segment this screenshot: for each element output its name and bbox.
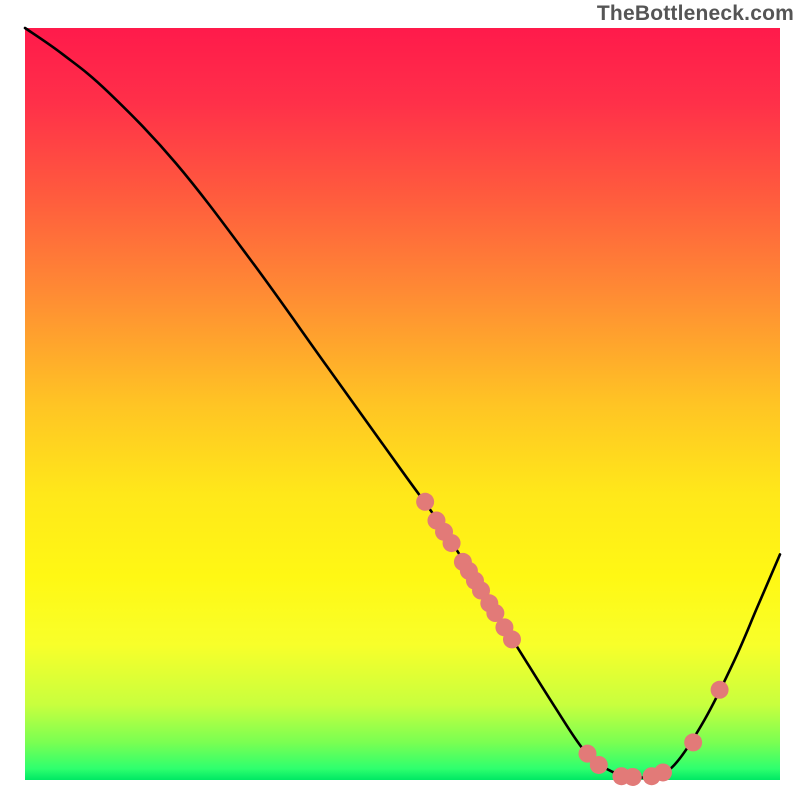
data-marker: [416, 493, 434, 511]
data-marker: [590, 756, 608, 774]
chart-overlay: [0, 0, 800, 800]
bottleneck-curve: [25, 28, 780, 778]
data-marker: [711, 681, 729, 699]
data-marker: [503, 630, 521, 648]
data-marker: [624, 768, 642, 786]
bottleneck-chart: TheBottleneck.com: [0, 0, 800, 800]
data-marker: [654, 763, 672, 781]
data-markers: [416, 493, 728, 786]
watermark-label: TheBottleneck.com: [597, 2, 794, 26]
data-marker: [684, 733, 702, 751]
data-marker: [443, 534, 461, 552]
